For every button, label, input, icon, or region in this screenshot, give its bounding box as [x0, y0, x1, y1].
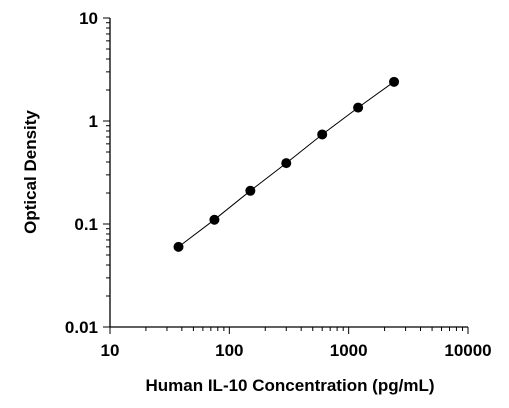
- y-tick-label: 1: [89, 112, 98, 131]
- y-tick-label: 0.1: [74, 215, 98, 234]
- data-point: [245, 185, 256, 196]
- y-tick-label: 10: [79, 9, 98, 28]
- x-tick-label: 100: [215, 341, 243, 360]
- data-point: [353, 102, 364, 113]
- data-points: [173, 76, 400, 252]
- x-tick-label: 10000: [444, 341, 491, 360]
- tick-labels: 10 100 1000 10000 0.01 0.1 1 10: [65, 9, 492, 360]
- x-tick-label: 10: [101, 341, 120, 360]
- data-point: [389, 76, 400, 87]
- data-point: [281, 158, 292, 169]
- y-tick-label: 0.01: [65, 318, 98, 337]
- data-point: [173, 241, 184, 252]
- ticks: [103, 17, 469, 334]
- data-point: [209, 214, 220, 225]
- axes: [109, 18, 468, 328]
- x-tick-label: 1000: [330, 341, 368, 360]
- data-point: [317, 129, 328, 140]
- x-axis-title: Human IL-10 Concentration (pg/mL): [146, 376, 435, 395]
- y-axis-title: Optical Density: [21, 110, 40, 234]
